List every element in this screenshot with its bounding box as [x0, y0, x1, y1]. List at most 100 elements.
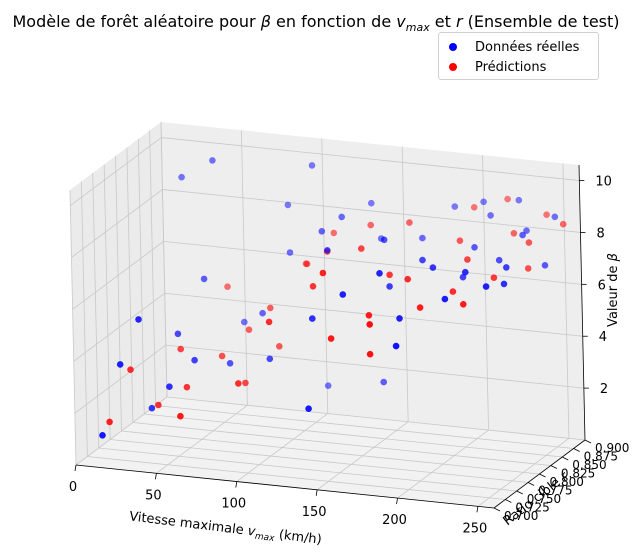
data-point-real	[541, 262, 549, 269]
data-point-pred	[504, 195, 511, 203]
data-point-real	[482, 283, 490, 290]
data-point-pred	[106, 418, 113, 426]
grid-line-y-floor	[87, 456, 506, 500]
legend: Données réelles Prédictions	[438, 32, 599, 80]
grid-line-y-floor	[132, 422, 551, 466]
data-point-real	[515, 196, 523, 204]
data-point-pred	[327, 335, 335, 342]
data-point-pred	[367, 221, 375, 229]
x-tick-mark	[396, 498, 398, 505]
legend-item-real: Données réelles	[449, 38, 579, 56]
data-point-pred	[490, 274, 498, 282]
data-point-pred	[386, 271, 393, 279]
grid-line-y-floor	[144, 413, 563, 458]
y-tick-label: 0.900	[595, 441, 629, 455]
grid-line-z-back	[163, 240, 582, 285]
data-point-pred	[406, 219, 413, 226]
x-axis-line	[75, 464, 495, 509]
grid-line-z-left	[70, 137, 162, 206]
grid-line-z-back	[164, 292, 583, 337]
grid-line-y-floor	[166, 396, 586, 441]
data-point-real	[174, 330, 182, 338]
y-tick-mark	[562, 456, 569, 461]
data-point-pred	[416, 304, 424, 311]
data-point-real	[376, 270, 383, 277]
y-tick-label: 0.750	[527, 492, 561, 506]
data-point-pred	[366, 321, 374, 328]
data-point-pred	[464, 256, 471, 263]
x-tick-label: 250	[463, 521, 488, 536]
z-tick-label: 2	[600, 382, 608, 397]
data-point-pred	[155, 401, 162, 409]
grid-line-z-left	[73, 292, 165, 362]
y-tick-mark	[516, 490, 523, 495]
x-tick-mark	[476, 506, 479, 513]
grid-line-z-back	[165, 344, 584, 389]
data-point-real	[226, 360, 234, 367]
data-point-real	[259, 309, 266, 317]
x-tick-mark	[315, 489, 318, 496]
legend-label-real: Données réelles	[475, 39, 580, 55]
z-axis-label: Valeur de β	[606, 253, 621, 327]
data-point-real	[318, 228, 326, 235]
grid-line-y-left	[103, 164, 111, 440]
y-tick-mark	[550, 465, 558, 469]
y-tick-label: 0.700	[504, 509, 538, 523]
data-point-pred	[456, 237, 464, 244]
data-point-real	[419, 256, 426, 264]
chart-title: Modèle de forêt aléatoire pour β en fonc…	[12, 12, 619, 34]
grid-line-x-back	[562, 163, 570, 439]
data-point-real	[503, 264, 510, 271]
data-point-pred	[559, 220, 567, 228]
z-axis-line	[578, 164, 586, 441]
x-tick-label: 0	[69, 480, 77, 495]
data-point-real	[266, 355, 274, 363]
y-tick-label: 0.775	[538, 484, 572, 498]
grid-line-x-back	[321, 138, 329, 414]
legend-label-pred: Prédictions	[475, 59, 547, 75]
data-point-real	[495, 256, 503, 264]
data-point-real	[308, 162, 316, 169]
data-point-pred	[365, 312, 373, 319]
data-point-real	[135, 316, 142, 323]
data-point-pred	[267, 304, 274, 312]
z-tick-label: 6	[598, 278, 606, 293]
data-point-real	[286, 249, 294, 256]
y-tick-label: 0.825	[561, 467, 595, 481]
data-point-real	[191, 356, 198, 364]
data-point-real	[99, 432, 106, 439]
data-point-pred	[177, 412, 184, 420]
data-points	[99, 157, 567, 439]
x-tick-label: 50	[145, 488, 162, 503]
data-point-real	[324, 247, 331, 254]
y-tick-mark	[505, 499, 512, 503]
y-tick-mark	[527, 482, 535, 486]
data-point-real	[338, 213, 346, 221]
y-tick-mark	[584, 439, 592, 444]
z-tick-label: 4	[599, 330, 607, 345]
z-tick-label: 10	[595, 175, 612, 190]
data-point-real	[396, 315, 403, 322]
legend-marker-pred	[449, 63, 457, 71]
data-point-pred	[302, 260, 310, 268]
data-point-real	[386, 283, 393, 290]
y-tick-mark	[493, 507, 501, 512]
data-point-pred	[127, 366, 134, 374]
data-point-real	[284, 201, 292, 209]
y-tick-label: 0.800	[550, 475, 584, 489]
data-point-real	[462, 268, 469, 276]
x-axis-label: Vitesse maximale vmax (km/h)	[128, 509, 322, 549]
grid-line-y-floor	[121, 430, 540, 475]
data-point-real	[116, 361, 124, 368]
legend-item-pred: Prédictions	[449, 58, 546, 76]
data-point-real	[451, 203, 459, 210]
grid-line-z-left	[71, 189, 163, 258]
grid-line-y-left	[137, 138, 145, 415]
back-pane	[161, 122, 585, 440]
x-tick-mark	[74, 464, 77, 472]
data-point-real	[459, 273, 467, 281]
data-point-real	[339, 291, 347, 298]
grid-line-y-floor	[110, 439, 529, 483]
data-point-real	[166, 383, 173, 391]
data-point-real	[200, 275, 208, 283]
